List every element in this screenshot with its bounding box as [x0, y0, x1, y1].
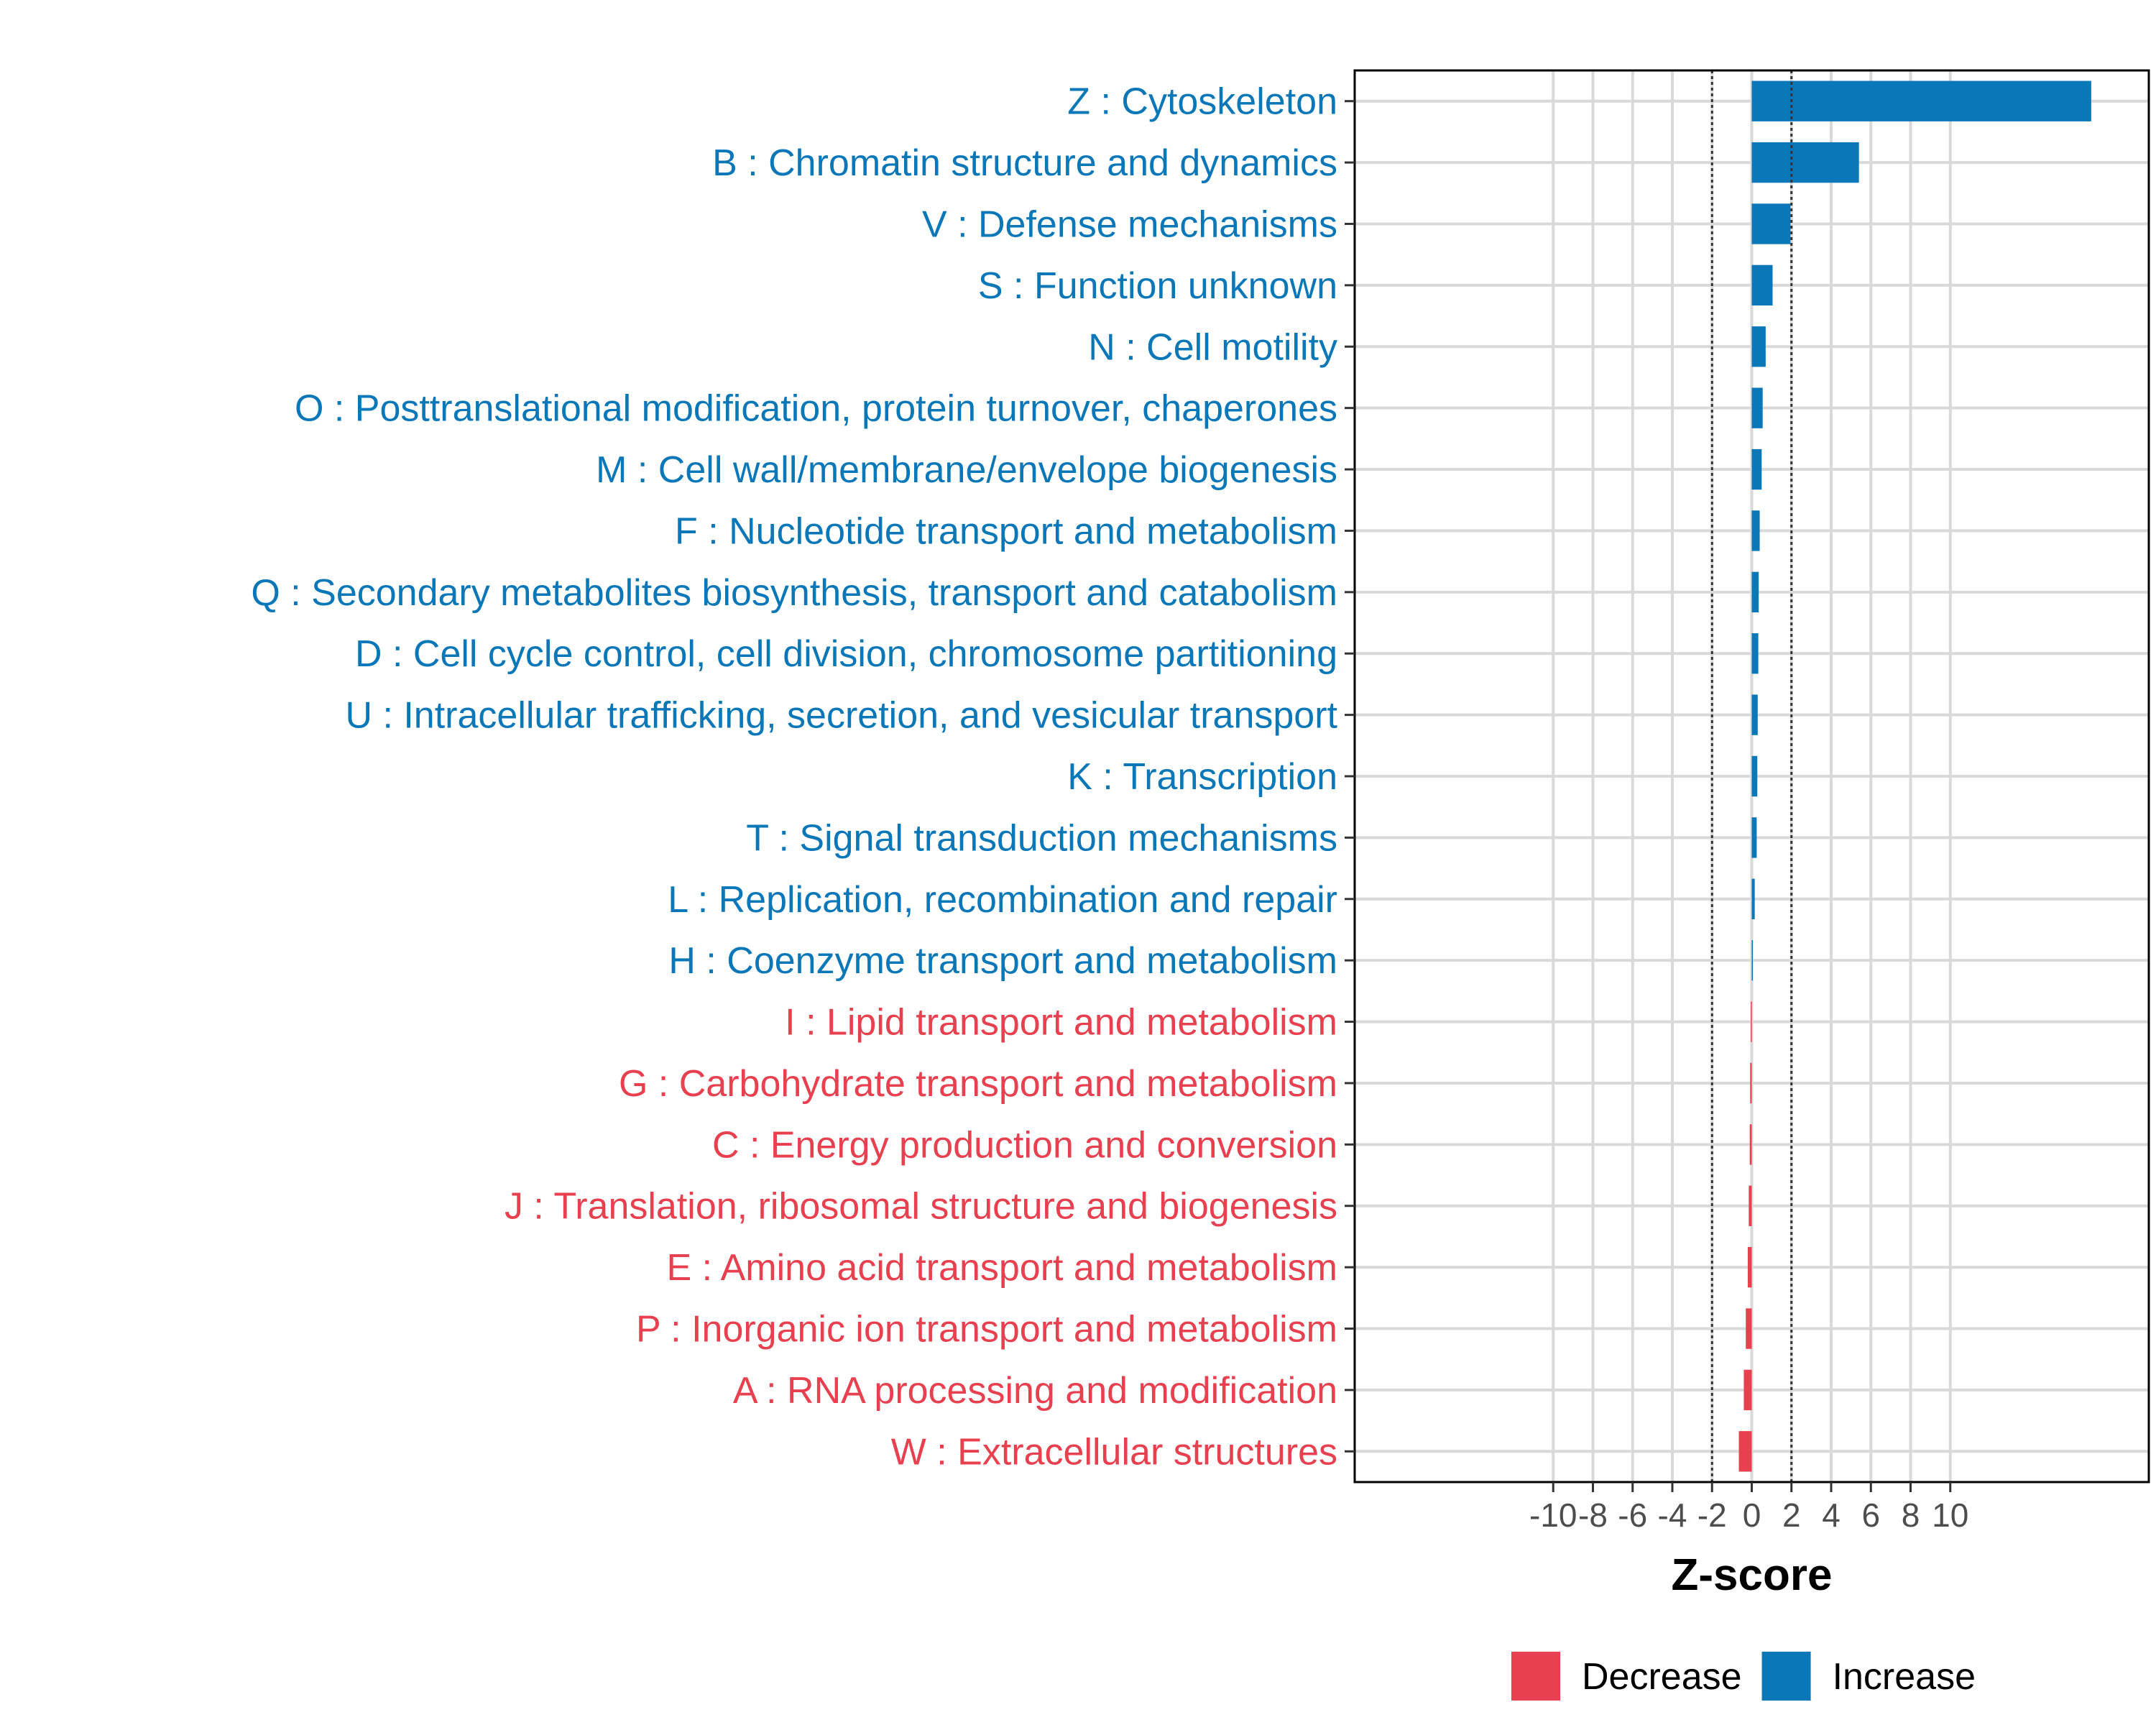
bar [1750, 1062, 1752, 1104]
bar [1751, 755, 1758, 797]
bar [1751, 1001, 1752, 1042]
x-axis-title: Z-score [1672, 1550, 1833, 1600]
bar [1751, 387, 1763, 428]
bar-layer [1738, 80, 2091, 1472]
category-label: Q : Secondary metabolites biosynthesis, … [251, 572, 1337, 614]
x-tick-label: -2 [1697, 1496, 1727, 1534]
legend-label-decrease: Decrease [1582, 1656, 1742, 1698]
x-tick-label: 6 [1861, 1496, 1880, 1534]
category-label: U : Intracellular trafficking, secretion… [345, 695, 1337, 737]
category-label: L : Replication, recombination and repai… [668, 879, 1337, 921]
bar [1746, 1308, 1752, 1349]
bar [1743, 1369, 1752, 1411]
category-label: N : Cell motility [1088, 326, 1337, 368]
x-tick-label: 8 [1902, 1496, 1920, 1534]
bar [1747, 1246, 1752, 1288]
x-tick-labels: -10 -8 -6 -4 -2 0 2 4 6 8 10 [1529, 1496, 1968, 1534]
bar [1751, 80, 2091, 121]
category-label: G : Carbohydrate transport and metabolis… [619, 1063, 1337, 1105]
category-label: M : Cell wall/membrane/envelope biogenes… [596, 449, 1337, 491]
bar [1751, 448, 1762, 490]
bar [1738, 1431, 1752, 1472]
category-label: H : Coenzyme transport and metabolism [668, 940, 1337, 982]
x-tick-label: -6 [1618, 1496, 1647, 1534]
bar [1751, 571, 1759, 613]
x-tick-label: 0 [1743, 1496, 1761, 1534]
bar [1751, 203, 1791, 244]
bar [1751, 694, 1758, 735]
bar [1751, 142, 1859, 183]
category-label: Z : Cytoskeleton [1067, 81, 1337, 123]
bar [1751, 878, 1755, 919]
bar [1751, 326, 1766, 367]
y-axis-ticks [1345, 100, 1355, 1453]
category-label: A : RNA processing and modification [733, 1370, 1337, 1412]
x-axis-ticks [1552, 1482, 1952, 1492]
category-label: V : Defense mechanisms [922, 203, 1337, 245]
category-label: I : Lipid transport and metabolism [785, 1002, 1337, 1044]
legend-swatch-increase [1761, 1652, 1811, 1701]
bar [1751, 817, 1757, 858]
category-label: K : Transcription [1067, 756, 1337, 798]
bar [1749, 1185, 1752, 1226]
x-tick-label: 4 [1822, 1496, 1841, 1534]
category-labels: Z : Cytoskeleton B : Chromatin structure … [251, 81, 1337, 1473]
legend-swatch-decrease [1511, 1652, 1560, 1701]
category-label: S : Function unknown [978, 265, 1337, 307]
x-tick-label: -10 [1529, 1496, 1577, 1534]
category-label: P : Inorganic ion transport and metaboli… [636, 1309, 1337, 1351]
bar [1751, 633, 1759, 674]
category-label: E : Amino acid transport and metabolism [666, 1247, 1337, 1289]
category-label: W : Extracellular structures [891, 1431, 1337, 1473]
category-label: O : Posttranslational modification, prot… [295, 388, 1337, 430]
legend-label-increase: Increase [1833, 1656, 1976, 1698]
bar [1751, 264, 1773, 306]
x-tick-label: 10 [1932, 1496, 1968, 1534]
x-tick-label: 2 [1782, 1496, 1801, 1534]
bar [1751, 939, 1753, 981]
category-label: J : Translation, ribosomal structure and… [505, 1186, 1337, 1228]
category-label: B : Chromatin structure and dynamics [712, 142, 1337, 184]
category-label: D : Cell cycle control, cell division, c… [355, 633, 1337, 675]
category-label: T : Signal transduction mechanisms [746, 817, 1337, 859]
category-label: C : Energy production and conversion [712, 1124, 1337, 1166]
bar [1751, 510, 1760, 551]
category-label: F : Nucleotide transport and metabolism [675, 510, 1337, 552]
bar [1749, 1124, 1752, 1165]
x-tick-label: -8 [1578, 1496, 1608, 1534]
x-tick-label: -4 [1658, 1496, 1687, 1534]
legend: Decrease Increase [1511, 1652, 1976, 1701]
